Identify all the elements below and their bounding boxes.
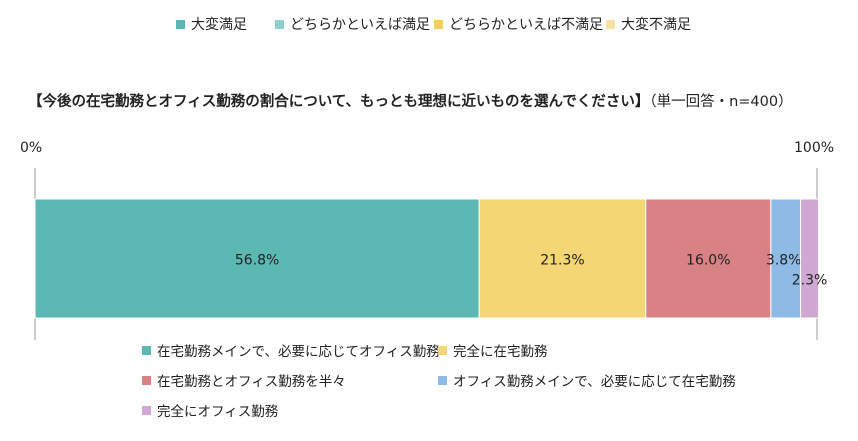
bar-segment (478, 198, 647, 319)
legend-label: 完全にオフィス勤務 (157, 404, 279, 420)
bottom-legend-item: 在宅勤務メインで、必要に応じてオフィス勤務 (142, 340, 440, 360)
legend-swatch (438, 375, 447, 385)
top-legend-item: どちらかといえば満足 (275, 14, 430, 34)
top-legend-item: 大変満足 (176, 14, 247, 34)
axis-min-label: 0% (20, 140, 43, 156)
legend-label: 大変不満足 (621, 17, 691, 33)
bar-segment (645, 198, 772, 319)
chart-title-suffix: （単一回答・n=400） (649, 94, 793, 110)
legend-swatch (275, 19, 284, 29)
bar-segment (800, 198, 820, 319)
bar-segment (770, 198, 802, 319)
legend-label: どちらかといえば満足 (290, 17, 430, 33)
data-label: 2.3% (792, 273, 828, 289)
top-legend: 大変満足 どちらかといえば満足 どちらかといえば不満足 大変不満足 (0, 14, 858, 42)
axis-max-label: 100% (794, 140, 835, 156)
legend-swatch (142, 345, 151, 355)
legend-swatch (606, 19, 615, 29)
legend-swatch (142, 375, 151, 385)
legend-label: 大変満足 (191, 17, 247, 33)
bottom-legend-item: 在宅勤務とオフィス勤務を半々 (142, 370, 346, 390)
data-label: 21.3% (540, 253, 584, 269)
legend-swatch (434, 19, 443, 29)
chart-title: 【今後の在宅勤務とオフィス勤務の割合について、もっとも理想に近いものを選んでくだ… (28, 94, 650, 110)
legend-label: どちらかといえば不満足 (449, 17, 603, 33)
legend-label: 在宅勤務メインで、必要に応じてオフィス勤務 (157, 344, 440, 360)
top-legend-item: 大変不満足 (606, 14, 691, 34)
bottom-legend-item: オフィス勤務メインで、必要に応じて在宅勤務 (438, 370, 736, 390)
bottom-legend-item: 完全にオフィス勤務 (142, 400, 278, 420)
legend-swatch (142, 405, 151, 415)
chart-title-row: 【今後の在宅勤務とオフィス勤務の割合について、もっとも理想に近いものを選んでくだ… (28, 90, 793, 111)
top-legend-item: どちらかといえば不満足 (434, 14, 603, 34)
legend-swatch (176, 19, 185, 29)
legend-label: 在宅勤務とオフィス勤務を半々 (157, 374, 346, 390)
data-label: 16.0% (686, 253, 730, 269)
legend-label: オフィス勤務メインで、必要に応じて在宅勤務 (453, 374, 736, 390)
bottom-legend-item: 完全に在宅勤務 (438, 340, 548, 360)
legend-label: 完全に在宅勤務 (453, 344, 548, 360)
data-label: 56.8% (235, 253, 279, 269)
legend-swatch (438, 345, 447, 355)
bar-segment (34, 198, 480, 319)
data-label: 3.8% (766, 253, 802, 269)
